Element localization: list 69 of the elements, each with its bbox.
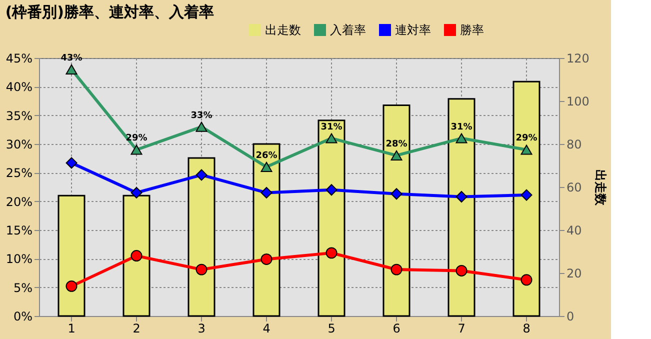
data-label: 28% [386,139,408,150]
x-tick-label: 8 [522,322,530,336]
bar [58,194,86,317]
data-label: 29% [516,134,538,144]
point [326,247,338,259]
point [390,264,402,276]
x-tick-label: 1 [68,322,76,336]
y2-axis-title: 出走数 [593,170,608,206]
point [520,189,532,201]
point [326,133,338,144]
data-label: 31% [450,122,472,132]
point [456,133,468,144]
y-tick-label: 0% [13,310,32,324]
bar [188,157,216,317]
y-tick-label: 25% [6,166,32,180]
bar [448,98,476,317]
point [456,264,468,276]
chart-title: (枠番別)勝率、連対率、入着率 [5,3,214,21]
y-tick-label: 35% [6,108,32,123]
x-tick-label: 3 [198,322,206,336]
point [456,191,468,202]
point [130,144,142,155]
x-tick-label: 4 [262,322,270,336]
legend-label: 出走数 [265,23,301,37]
legend-label: 連対率 [395,23,431,37]
bar [382,104,410,317]
y-tick-label: 15% [6,224,32,238]
legend-label: 勝率 [460,23,484,37]
y2-tick-label: 40 [566,224,582,238]
point [196,264,208,276]
data-label: 33% [190,110,212,121]
x-tick-label: 7 [458,322,466,336]
bar [252,143,280,317]
x-tick-label: 5 [328,322,336,336]
y-tick-label: 45% [6,52,32,66]
data-label: 43% [60,53,82,64]
point [66,157,78,169]
y2-tick-label: 60 [566,180,582,194]
point [260,254,272,265]
data-label: 26% [256,150,278,161]
y-tick-label: 40% [6,80,32,94]
point [260,186,272,198]
y2-tick-label: 120 [566,52,590,66]
x-tick-label: 6 [392,322,400,336]
point [520,144,532,155]
y2-tick-label: 0 [566,310,574,324]
y2-tick-label: 80 [566,138,582,152]
point [196,169,208,181]
point [196,122,208,132]
y-tick-label: 30% [6,138,32,152]
point [520,274,532,286]
point [326,184,338,196]
data-label: 31% [320,122,342,132]
point [260,162,272,172]
point [390,188,402,200]
y2-tick-label: 20 [566,266,582,280]
bar [318,120,346,317]
point [390,150,402,161]
point [130,186,142,198]
point [66,64,78,75]
bar [512,80,540,317]
point [66,280,78,292]
y-tick-label: 5% [13,280,32,295]
point [130,250,142,262]
legend-label: 入着率 [330,23,366,37]
x-tick-label: 2 [132,322,140,336]
y2-tick-label: 100 [566,94,590,108]
y-tick-label: 10% [6,252,32,266]
y-tick-label: 20% [6,194,32,209]
